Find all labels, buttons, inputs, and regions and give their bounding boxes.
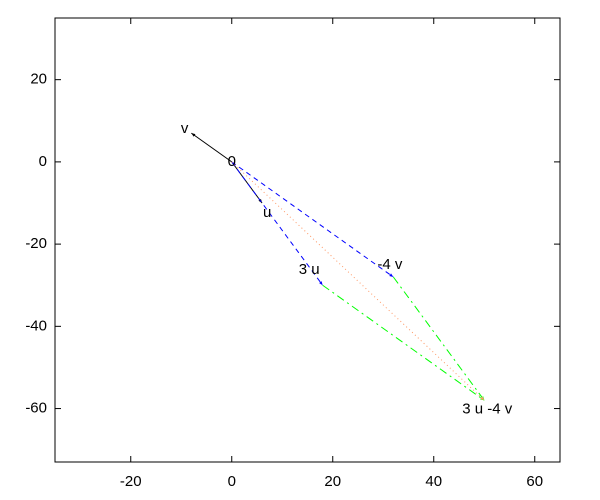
point-label: v bbox=[181, 120, 189, 137]
vector bbox=[231, 161, 394, 278]
point-label: 3 u -4 v bbox=[462, 400, 513, 417]
vector bbox=[231, 161, 263, 204]
y-tick-label: -60 bbox=[25, 400, 47, 417]
point-label: -4 v bbox=[377, 256, 403, 273]
x-tick-label: 40 bbox=[425, 473, 442, 490]
point-label: 0 bbox=[228, 153, 236, 170]
y-tick-label: 20 bbox=[30, 71, 47, 88]
x-tick-label: 60 bbox=[526, 473, 543, 490]
y-tick-label: -40 bbox=[25, 317, 47, 334]
point-label: 3 u bbox=[299, 261, 320, 278]
y-tick-label: 0 bbox=[39, 153, 47, 170]
vector bbox=[231, 161, 324, 286]
plot-frame bbox=[54, 17, 561, 463]
vector bbox=[322, 284, 485, 401]
vector bbox=[191, 132, 233, 163]
x-tick-label: 20 bbox=[324, 473, 341, 490]
vector bbox=[392, 276, 485, 401]
x-tick-label: -20 bbox=[120, 473, 142, 490]
x-tick-label: 0 bbox=[228, 473, 236, 490]
y-tick-label: -20 bbox=[25, 235, 47, 252]
vector bbox=[231, 161, 485, 401]
point-label: u bbox=[263, 204, 271, 221]
